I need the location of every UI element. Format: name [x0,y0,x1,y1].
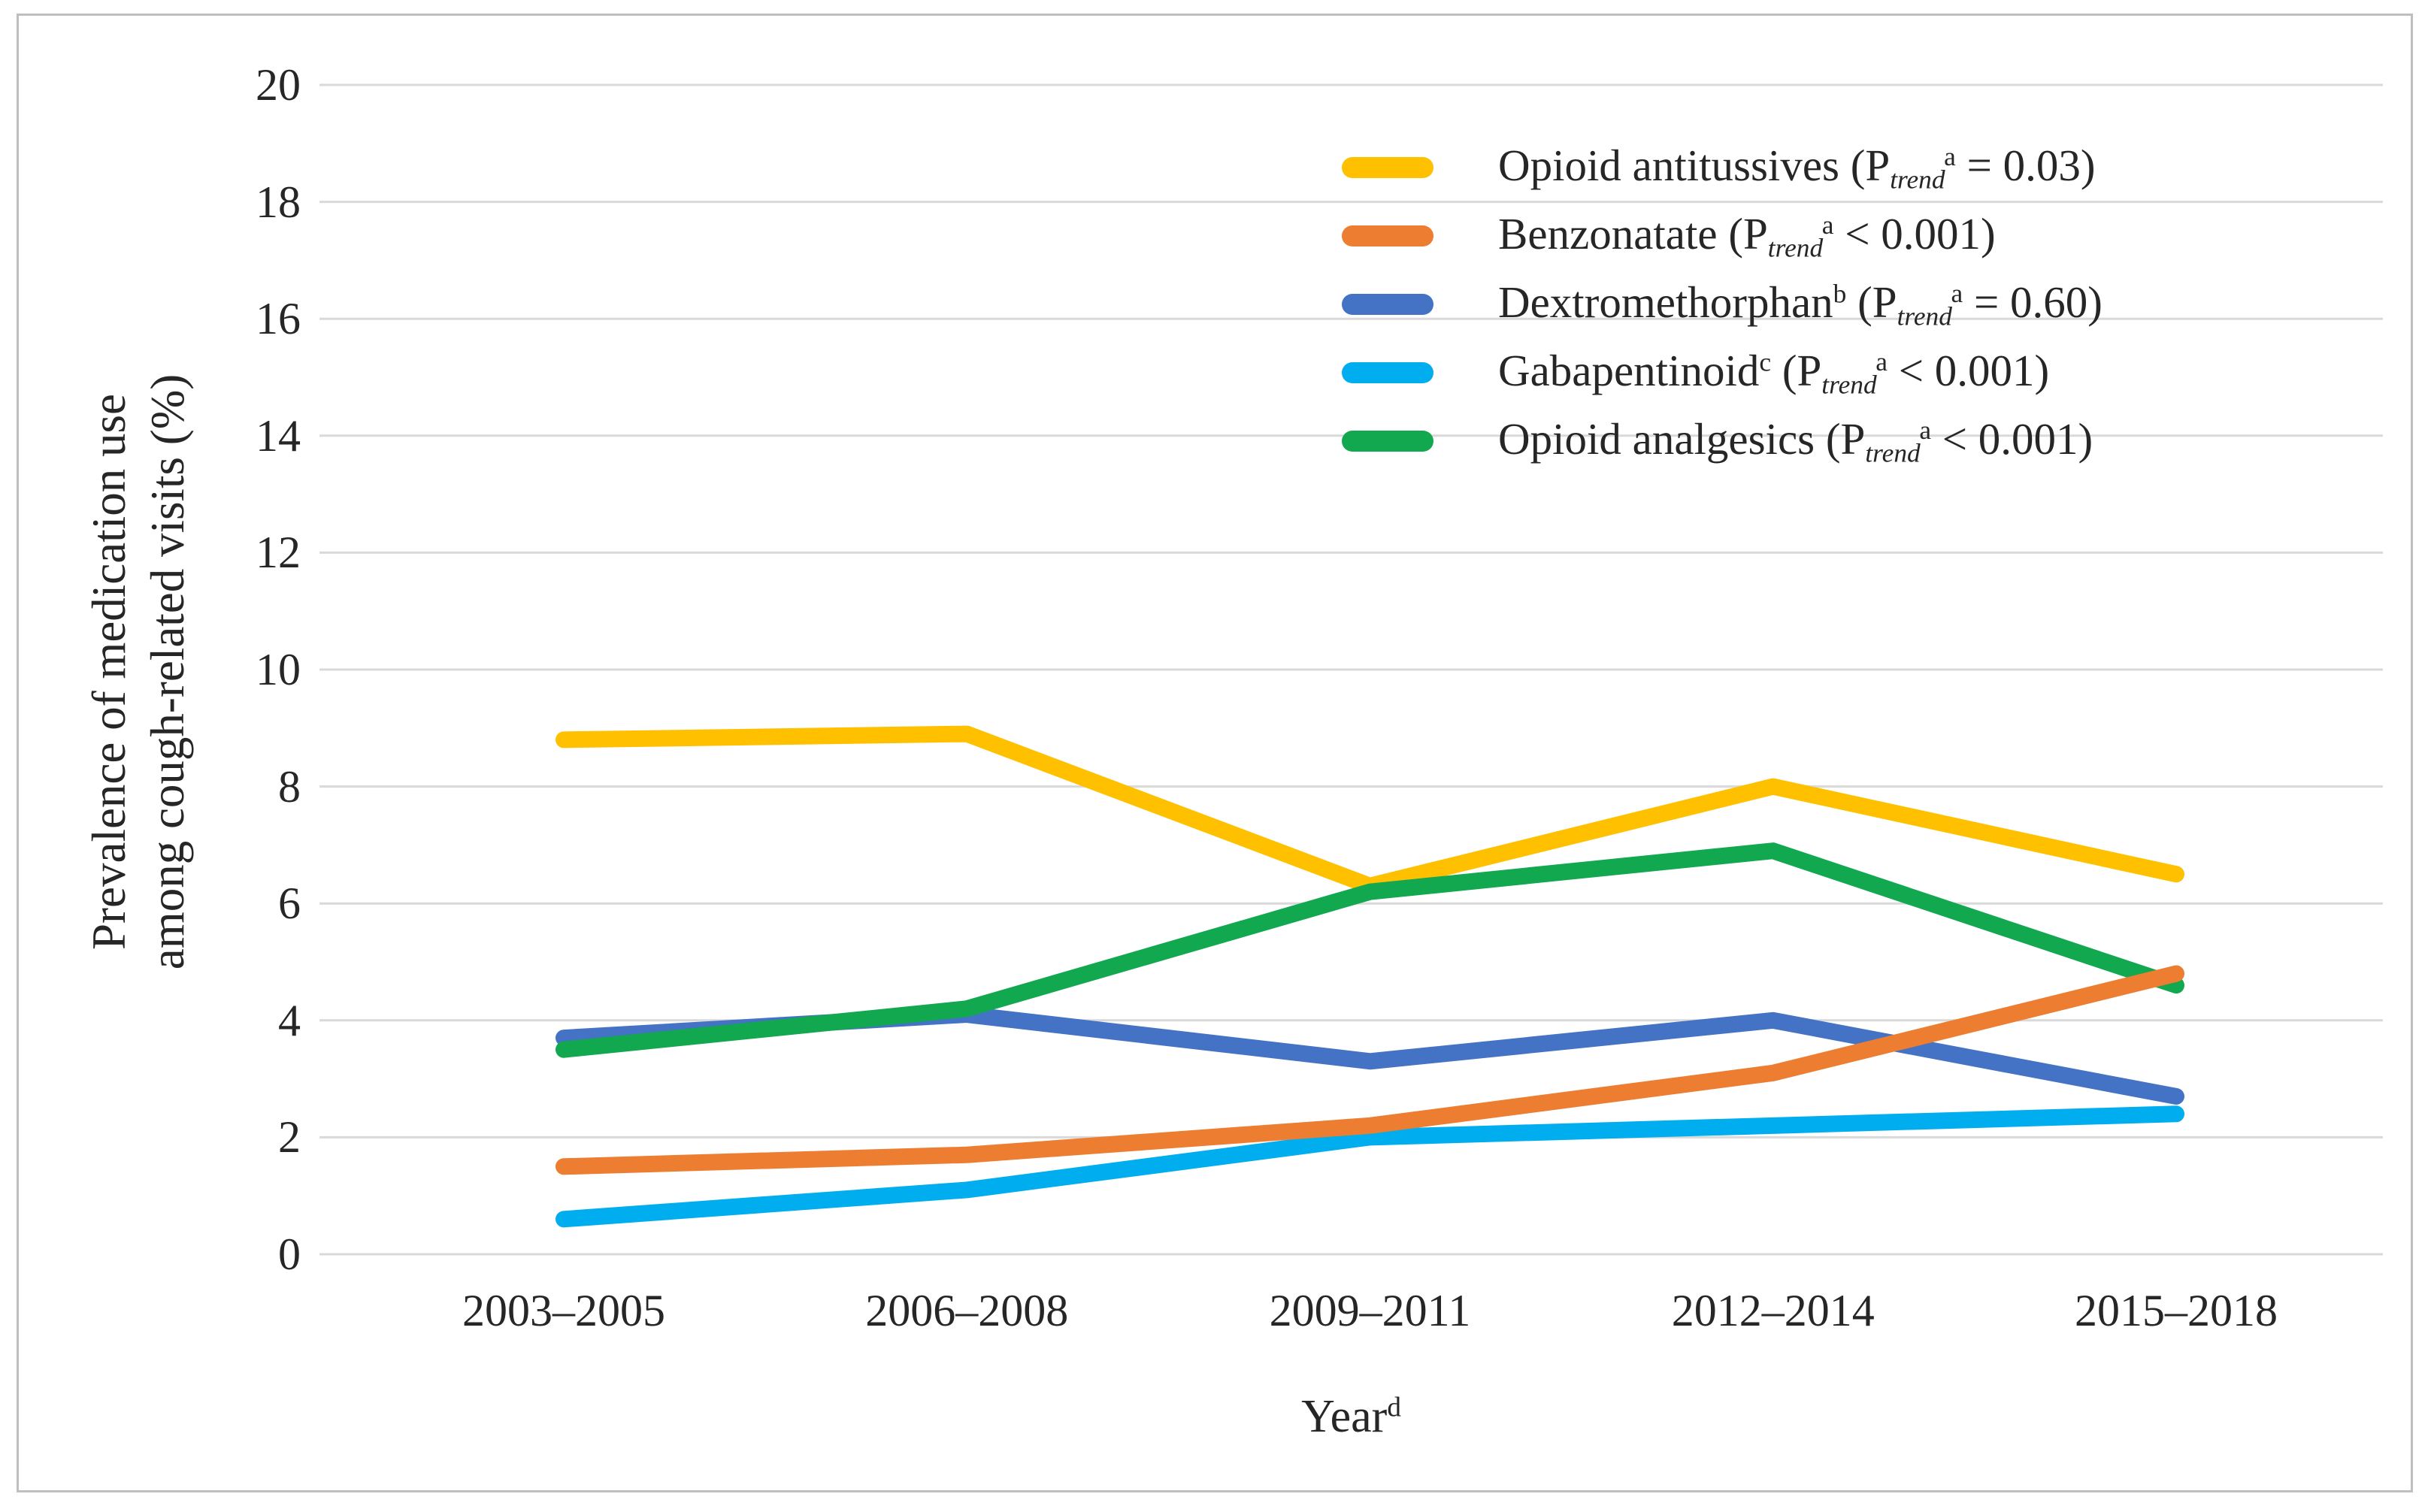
legend-item-gabapentinoid: Gabapentinoidc (Ptrenda < 0.001) [1342,338,2103,407]
p-trend-superscript: a [1821,210,1834,240]
x-tick-label-2: 2006–2008 [865,1286,1069,1335]
legend-swatch-dextromethorphan [1342,293,1433,315]
y-axis-title-line1: Prevalence of medication use [83,394,135,950]
legend-label-opioid-analgesics: Opioid analgesics (Ptrenda < 0.001) [1498,413,2093,468]
x-axis-title-text: Year [1301,1391,1388,1442]
y-tick-label-18: 18 [256,177,301,227]
y-tick-label-4: 4 [278,995,301,1045]
p-trend-superscript: a [1951,278,1963,309]
series-line-opioid-analgesics [556,842,2184,1058]
series-line-opioid-antitussives [556,725,2184,894]
y-tick-label-16: 16 [256,294,301,344]
figure-border [17,14,2413,1492]
x-tick-label-4: 2012–2014 [1671,1286,1875,1335]
p-trend-subscript: trend [1897,301,1952,331]
y-tick-label-14: 14 [256,410,301,461]
x-axis-title: Yeard [319,1390,2383,1444]
legend-item-benzonatate: Benzonatate (Ptrenda < 0.001) [1342,201,2103,270]
p-trend-superscript: a [1944,141,1956,172]
legend-item-dextromethorphan: Dextromethorphanb (Ptrenda = 0.60) [1342,270,2103,338]
y-tick-label-0: 0 [278,1229,301,1279]
y-tick-label-10: 10 [256,645,301,694]
p-trend-superscript: a [1875,346,1888,377]
legend-name-superscript: b [1833,278,1847,309]
p-trend-superscript: a [1919,415,1932,446]
x-axis-title-superscript: d [1387,1392,1401,1423]
p-trend-subscript: trend [1821,369,1877,400]
legend-swatch-opioid-antitussives [1342,156,1433,178]
legend-name-superscript: c [1759,346,1772,377]
y-tick-label-20: 20 [256,60,301,110]
legend-label-gabapentinoid: Gabapentinoidc (Ptrenda < 0.001) [1498,345,2050,400]
legend-label-opioid-antitussives: Opioid antitussives (Ptrenda = 0.03) [1498,140,2096,195]
p-trend-subscript: trend [1865,437,1921,468]
y-tick-label-6: 6 [278,878,301,929]
x-tick-label-5: 2015–2018 [2075,1286,2278,1335]
p-trend-subscript: trend [1767,232,1824,263]
y-tick-label-2: 2 [278,1112,301,1163]
legend-item-opioid-antitussives: Opioid antitussives (Ptrenda = 0.03) [1342,133,2103,201]
x-tick-label-3: 2009–2011 [1269,1286,1471,1335]
legend: Opioid antitussives (Ptrenda = 0.03) Benz… [1342,133,2103,475]
x-tick-label-1: 2003–2005 [462,1286,665,1335]
y-tick-label-12: 12 [256,528,301,578]
p-trend-subscript: trend [1890,164,1945,195]
legend-swatch-gabapentinoid [1342,361,1433,383]
legend-swatch-benzonatate [1342,225,1433,246]
legend-label-benzonatate: Benzonatate (Ptrenda < 0.001) [1498,208,1996,263]
series-line-gabapentinoid [556,1105,2184,1228]
legend-label-dextromethorphan: Dextromethorphanb (Ptrenda = 0.60) [1498,277,2103,331]
y-tick-label-8: 8 [278,761,301,812]
legend-swatch-opioid-analgesics [1342,430,1433,452]
series-line-benzonatate [556,965,2184,1175]
legend-item-opioid-analgesics: Opioid analgesics (Ptrenda < 0.001) [1342,407,2103,475]
